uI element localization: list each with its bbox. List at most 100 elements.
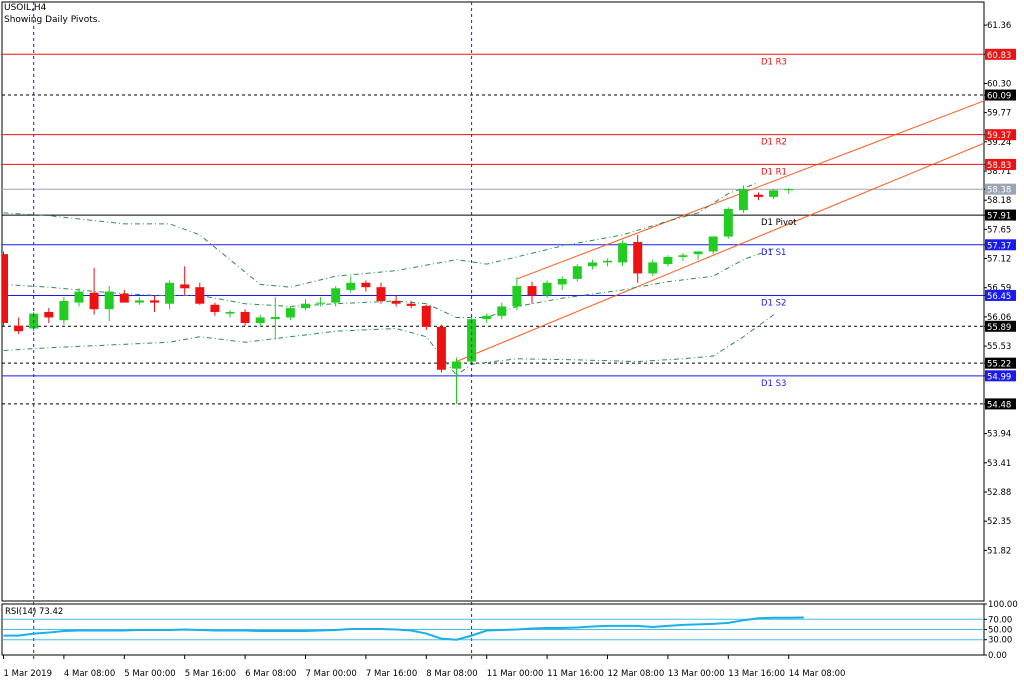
candle-body xyxy=(406,303,416,306)
candle xyxy=(406,300,416,309)
candle-body xyxy=(527,286,537,296)
candle-body xyxy=(421,305,431,327)
price-tag: 58.38 xyxy=(987,186,1011,196)
pivot-label: D1 R3 xyxy=(761,57,787,67)
x-tick-label: 12 Mar 08:00 xyxy=(608,669,665,679)
candle-body xyxy=(104,291,114,310)
candle-body xyxy=(633,242,643,274)
rsi-title: RSI(14) 73.42 xyxy=(5,607,63,617)
rsi-y-tick-label: 100.00 xyxy=(988,600,1018,610)
candle xyxy=(195,282,205,305)
candle-body xyxy=(754,194,763,197)
price-tag: 56.45 xyxy=(987,292,1011,302)
candle-body xyxy=(723,209,733,237)
candle xyxy=(497,302,507,320)
candle xyxy=(14,317,24,334)
band-upper-line xyxy=(3,182,759,288)
main-chart-frame xyxy=(1,1,985,602)
pivot-label: D1 Pivot xyxy=(761,218,797,228)
channel-line xyxy=(516,100,984,280)
rsi-y-tick-label: 0.00 xyxy=(988,651,1007,661)
price-tag: 57.37 xyxy=(987,241,1011,251)
candle-body xyxy=(316,302,326,304)
price-tag: 60.09 xyxy=(987,92,1011,102)
candle-body xyxy=(587,262,597,267)
candle-body xyxy=(301,303,310,309)
y-tick-label: 59.24 xyxy=(987,138,1011,148)
band-lower-line xyxy=(3,314,774,376)
candle-body xyxy=(693,251,703,255)
candle-body xyxy=(391,300,401,304)
candle xyxy=(527,281,537,304)
rsi-y-tick-label: 30.00 xyxy=(988,636,1012,646)
x-tick-label: 6 Mar 08:00 xyxy=(245,669,296,679)
candle xyxy=(663,255,673,267)
candle-body xyxy=(240,311,250,323)
price-tag-bg xyxy=(985,398,1016,410)
candle-body xyxy=(210,304,220,312)
x-tick-label: 11 Mar 16:00 xyxy=(547,669,604,679)
candle-body xyxy=(497,306,507,316)
candle-body xyxy=(180,284,190,289)
candle xyxy=(301,299,310,311)
candle xyxy=(150,295,159,312)
chart-subtitle: Showing Daily Pivots. xyxy=(4,15,101,25)
candle-body xyxy=(119,293,129,303)
candle xyxy=(452,357,461,404)
candle xyxy=(708,236,718,255)
rsi-y-tick-label: 50.00 xyxy=(988,626,1012,636)
candle-body xyxy=(452,361,461,369)
price-tag: 55.22 xyxy=(987,360,1011,370)
candle xyxy=(180,266,190,296)
candle xyxy=(2,251,8,327)
candle-body xyxy=(134,300,144,303)
candle xyxy=(754,192,763,201)
candle xyxy=(255,314,265,327)
candle xyxy=(557,276,567,290)
candle xyxy=(421,304,431,331)
price-tag-bg xyxy=(985,129,1016,141)
candle xyxy=(210,302,220,316)
candle xyxy=(346,276,356,293)
y-tick-label: 51.82 xyxy=(987,546,1011,556)
price-tag-bg xyxy=(985,370,1016,382)
candle-body xyxy=(361,282,371,288)
candle xyxy=(240,309,250,326)
price-tag: 54.99 xyxy=(987,372,1011,382)
candle xyxy=(59,297,69,325)
candle-body xyxy=(708,236,718,252)
candle-body xyxy=(74,291,84,303)
candle-body xyxy=(557,278,567,285)
candle-body xyxy=(678,255,688,257)
candle xyxy=(542,280,552,299)
y-tick-label: 57.12 xyxy=(987,255,1011,265)
candle xyxy=(678,253,688,261)
y-tick-label: 59.77 xyxy=(987,109,1011,119)
x-tick-label: 13 Mar 16:00 xyxy=(728,669,785,679)
candle-body xyxy=(542,282,552,296)
pivot-label: D1 S1 xyxy=(761,248,786,258)
chart-symbol: USOIL,H4 xyxy=(4,3,47,13)
candle-body xyxy=(618,243,628,263)
candle xyxy=(618,240,628,267)
candle xyxy=(119,289,129,303)
candle xyxy=(648,259,658,277)
candle-body xyxy=(285,308,295,318)
candle xyxy=(89,267,99,315)
candle-body xyxy=(738,189,748,211)
x-tick-label: 4 Mar 08:00 xyxy=(64,669,115,679)
rsi-plot-area xyxy=(2,616,984,641)
candle-body xyxy=(482,315,492,320)
y-tick-label: 53.94 xyxy=(987,430,1011,440)
x-tick-label: 7 Mar 16:00 xyxy=(366,669,417,679)
price-tag: 57.91 xyxy=(987,212,1011,222)
candle xyxy=(603,258,612,267)
candle-body xyxy=(225,311,235,314)
candle xyxy=(572,264,582,282)
candle xyxy=(74,288,84,307)
candle-body xyxy=(195,287,205,304)
price-tag-bg xyxy=(985,89,1016,101)
candle xyxy=(165,280,175,310)
candle-body xyxy=(769,190,779,197)
